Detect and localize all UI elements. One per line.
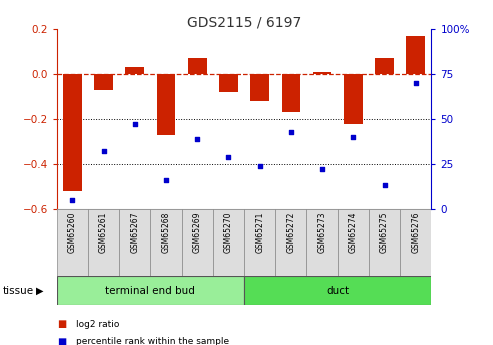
Bar — [181, 209, 213, 276]
Bar — [338, 209, 369, 276]
Bar — [63, 74, 82, 191]
Bar — [57, 276, 244, 305]
Bar — [344, 74, 363, 124]
Bar — [275, 209, 307, 276]
Point — [131, 122, 139, 127]
Bar — [307, 209, 338, 276]
Bar — [125, 67, 144, 74]
Bar — [219, 74, 238, 92]
Text: GSM65273: GSM65273 — [317, 211, 326, 253]
Point — [381, 183, 388, 188]
Text: GDS2115 / 6197: GDS2115 / 6197 — [187, 16, 301, 30]
Text: percentile rank within the sample: percentile rank within the sample — [76, 337, 230, 345]
Text: GSM65261: GSM65261 — [99, 211, 108, 253]
Bar — [157, 74, 176, 135]
Text: GSM65271: GSM65271 — [255, 211, 264, 253]
Bar — [150, 209, 181, 276]
Point — [69, 197, 76, 203]
Bar — [369, 209, 400, 276]
Point — [100, 149, 107, 154]
Bar — [88, 209, 119, 276]
Text: terminal end bud: terminal end bud — [106, 286, 195, 296]
Bar — [94, 74, 113, 90]
Text: GSM65275: GSM65275 — [380, 211, 389, 253]
Bar — [250, 74, 269, 101]
Text: ▶: ▶ — [35, 286, 43, 296]
Bar — [119, 209, 150, 276]
Text: duct: duct — [326, 286, 349, 296]
Bar — [313, 72, 331, 74]
Bar — [244, 276, 431, 305]
Text: GSM65276: GSM65276 — [411, 211, 420, 253]
Text: GSM65268: GSM65268 — [162, 211, 171, 253]
Bar — [57, 209, 88, 276]
Point — [412, 80, 420, 86]
Bar — [400, 209, 431, 276]
Point — [224, 154, 232, 159]
Text: GSM65272: GSM65272 — [286, 211, 295, 253]
Text: GSM65260: GSM65260 — [68, 211, 77, 253]
Bar — [213, 209, 244, 276]
Text: GSM65270: GSM65270 — [224, 211, 233, 253]
Point — [193, 136, 201, 141]
Text: GSM65269: GSM65269 — [193, 211, 202, 253]
Point — [318, 167, 326, 172]
Text: log2 ratio: log2 ratio — [76, 320, 120, 329]
Bar — [375, 58, 394, 74]
Point — [162, 177, 170, 183]
Text: tissue: tissue — [2, 286, 34, 296]
Text: ■: ■ — [57, 337, 66, 345]
Text: GSM65274: GSM65274 — [349, 211, 358, 253]
Text: GSM65267: GSM65267 — [130, 211, 139, 253]
Bar — [244, 209, 275, 276]
Bar — [282, 74, 300, 112]
Point — [287, 129, 295, 134]
Point — [350, 134, 357, 140]
Point — [256, 163, 264, 168]
Bar — [188, 58, 207, 74]
Text: ■: ■ — [57, 319, 66, 329]
Bar — [406, 36, 425, 74]
